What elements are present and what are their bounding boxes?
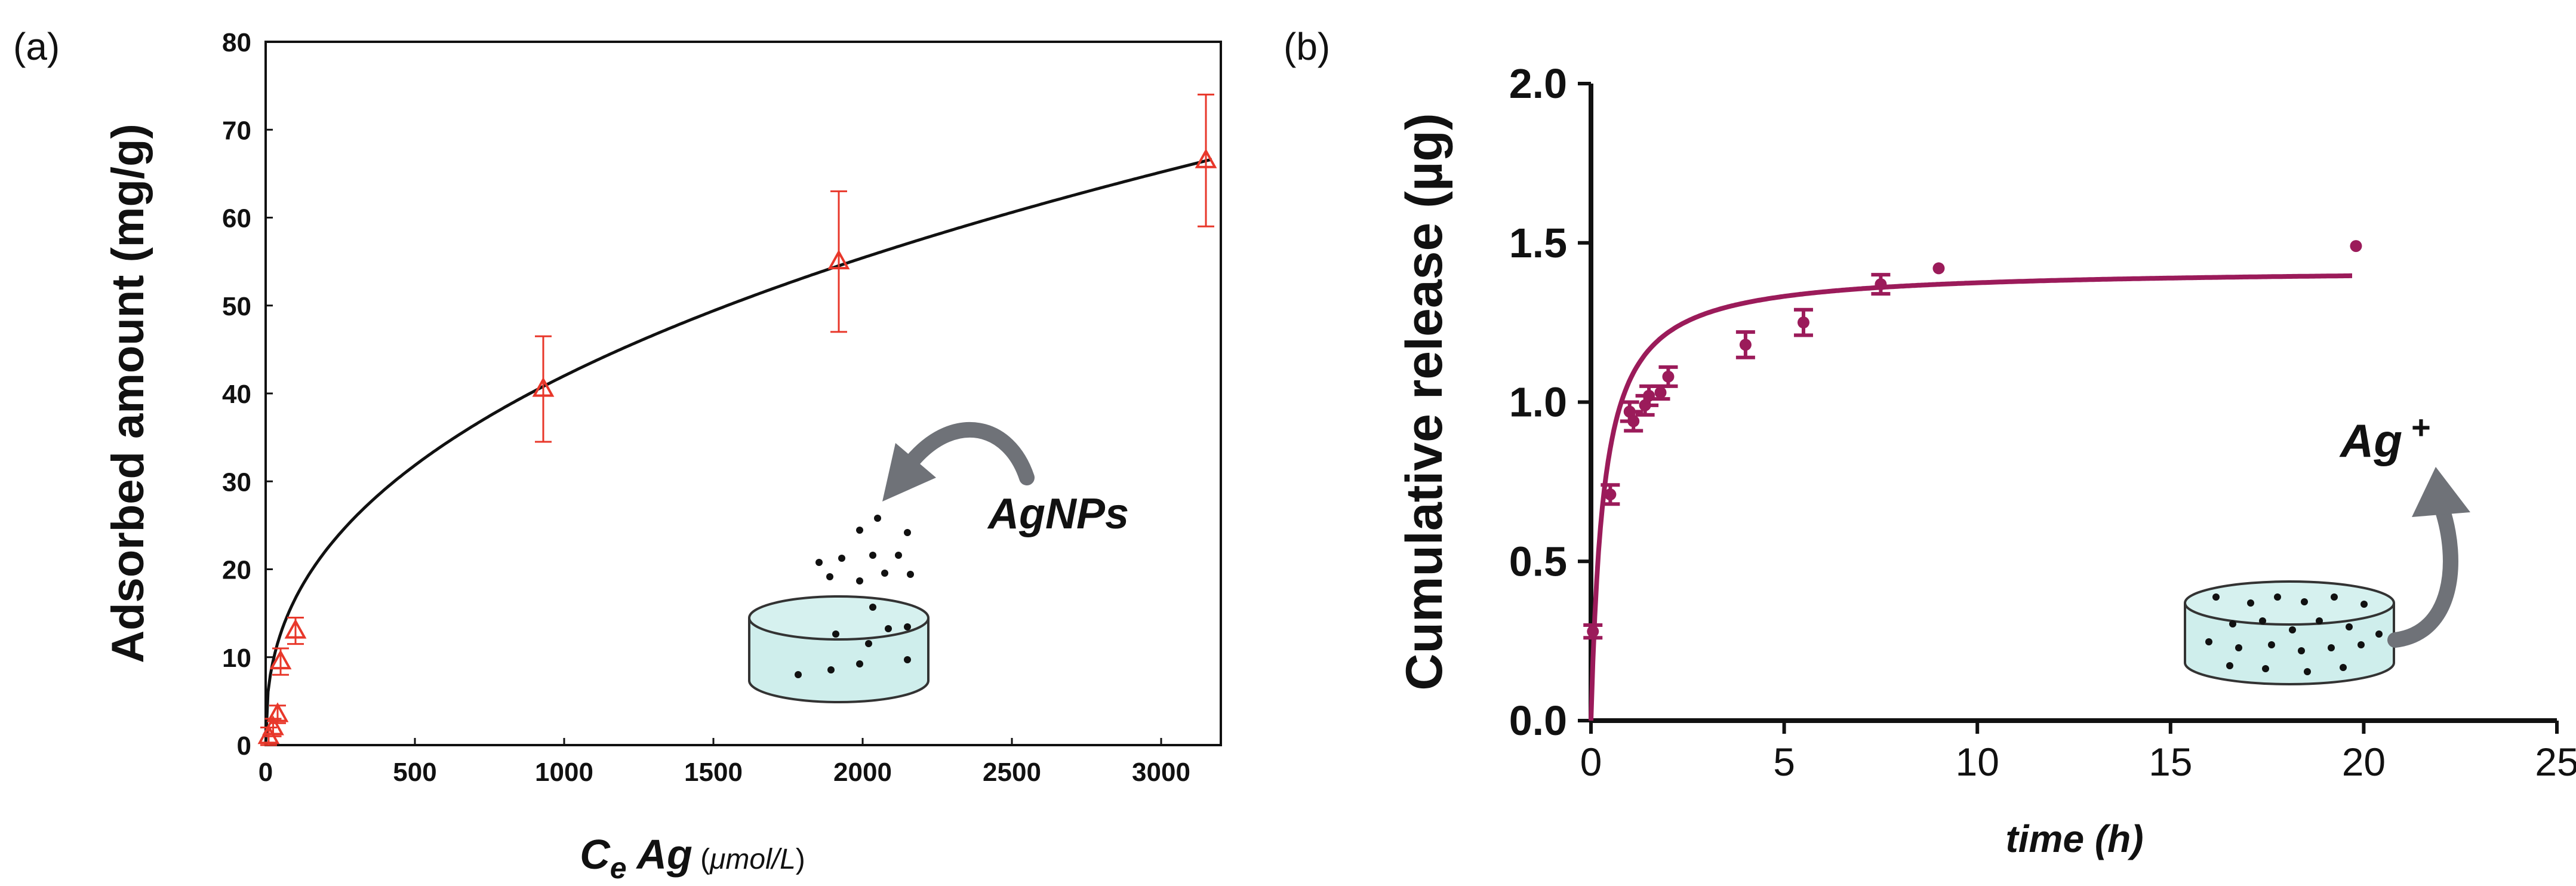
panel-a-x-tick-label: 0	[258, 758, 273, 787]
panel-b-data-point	[2350, 240, 2362, 253]
panel-b-dish-illustration: Ag +	[2184, 408, 2470, 685]
panel-b-dot-marker	[2350, 240, 2362, 253]
panel-a-data-point	[266, 702, 289, 724]
panel-a-ticks: 0 500 1000 1500 2000 2500 3000 0 10 20 30 40 50 60 70 8…	[222, 28, 1190, 787]
panel-b-fit-curve	[1589, 273, 2352, 721]
panel-b-points	[1583, 240, 2362, 640]
panel-a-y-tick-label: 70	[222, 116, 251, 145]
panel-b-dot-marker	[1797, 316, 1809, 329]
panel-b-data-point	[1793, 307, 1813, 337]
panel-a-triangle-marker	[284, 619, 307, 639]
dish-body	[748, 618, 930, 703]
panel-b-data-point	[1735, 330, 1755, 359]
curved-arrow-icon-b	[2387, 500, 2458, 648]
panel-b-ticks: 0 5 10 15 20 25 0.0 0.5 1.0 1.5 2.0	[1509, 60, 2576, 784]
ag-ion-label: Ag +	[2339, 408, 2430, 467]
panel-a-y-tick-label: 30	[222, 467, 251, 497]
panel-a: 0 500 1000 1500 2000 2500 3000 0 10 20 30 40 50 60 70 8…	[103, 28, 1222, 885]
panel-a-triangle-marker	[266, 702, 289, 722]
panel-a-label: (a)	[13, 25, 60, 68]
dish-rim-b	[2184, 580, 2395, 626]
panel-b-dot-marker	[1739, 339, 1752, 351]
ion-dots	[2205, 593, 2383, 675]
dish-rim	[748, 595, 930, 641]
panel-a-triangle-marker	[532, 377, 555, 397]
ag-ion-label-main: Ag	[2339, 414, 2402, 467]
panel-a-x-tick-label: 1500	[684, 758, 743, 787]
arrow-head-icon	[882, 443, 936, 502]
panel-a-data-point	[532, 335, 555, 443]
panel-a-xlabel-ag: Ag	[627, 831, 693, 878]
panel-b-dot-marker	[1627, 415, 1640, 427]
panel-a-y-tick-label: 50	[222, 292, 251, 321]
panel-a-data-point	[827, 190, 850, 333]
panel-a-y-tick-label: 10	[222, 644, 251, 673]
panel-b-x-tick-label: 20	[2342, 740, 2386, 784]
panel-b-x-tick-label: 25	[2535, 740, 2576, 784]
panel-a-xlabel-sub: e	[610, 851, 627, 885]
dish-body-b	[2184, 603, 2395, 685]
panel-b-data-point	[1658, 365, 1678, 388]
panel-b-dot-marker	[1587, 625, 1599, 638]
panel-b-x-axis-label: time (h)	[2005, 817, 2143, 860]
panel-b-x-tick-label: 10	[1955, 740, 1999, 784]
panel-a-data-point	[1195, 93, 1217, 227]
panel-a-x-tick-label: 2000	[833, 758, 892, 787]
panel-b-y-tick-label: 1.0	[1509, 379, 1567, 426]
panel-a-fit-group	[264, 158, 1212, 746]
arrow-head-icon-b	[2412, 467, 2470, 517]
panel-a-y-tick-label: 0	[237, 731, 251, 761]
panel-a-triangle-marker	[827, 250, 850, 270]
panel-b-y-tick-label: 2.0	[1509, 60, 1567, 107]
panel-a-x-tick-label: 500	[393, 758, 436, 787]
panel-b-dot-marker	[1662, 370, 1675, 383]
panel-b-y-tick-label: 1.5	[1509, 220, 1567, 266]
panel-a-y-tick-label: 40	[222, 380, 251, 409]
panel-a-triangle-marker	[1195, 148, 1217, 168]
panel-a-xlabel-close: )	[796, 844, 805, 875]
panel-b-dot-marker	[1604, 488, 1617, 501]
panel-a-plot-frame	[264, 41, 1222, 746]
ag-ion-label-sup: +	[2411, 408, 2430, 446]
panel-b-x-tick-label: 5	[1773, 740, 1795, 784]
panel-b-y-axis-label: Cumulative release (µg)	[1396, 113, 1453, 690]
agnps-label: AgNPs	[987, 490, 1129, 538]
panel-b-dot-marker	[1654, 386, 1667, 399]
nanoparticle-dots	[795, 515, 914, 678]
panel-b-data-point	[1583, 623, 1603, 640]
panel-a-xlabel-unit: μmol/L	[709, 844, 796, 875]
panel-b-x-tick-label: 0	[1580, 740, 1602, 784]
panel-b-y-tick-label: 0.0	[1509, 697, 1567, 744]
panel-a-data-point	[269, 647, 292, 676]
panel-b-data-point	[1871, 273, 1891, 296]
panel-b-label: (b)	[1284, 25, 1330, 68]
panel-a-fit-curve	[264, 158, 1212, 746]
panel-a-triangle-marker	[269, 649, 292, 670]
panel-b-data-point	[1932, 262, 1945, 275]
panel-a-xlabel-c: C	[580, 831, 611, 878]
panel-a-triangle-marker	[262, 715, 284, 736]
panel-b-x-tick-label: 15	[2149, 740, 2192, 784]
panel-b-fit-group	[1589, 273, 2352, 721]
panel-a-y-tick-label: 60	[222, 204, 251, 233]
panel-b-dot-marker	[1932, 262, 1945, 275]
panel-b: 0 5 10 15 20 25 0.0 0.5 1.0 1.5 2.0 Cumulative rel…	[1396, 60, 2576, 860]
panel-b-data-point	[1601, 483, 1620, 506]
panel-a-y-tick-label: 80	[222, 28, 251, 57]
panel-a-x-tick-label: 1000	[535, 758, 593, 787]
panel-a-x-axis-label: Ce Ag (μmol/L)	[580, 831, 805, 885]
panel-a-dish-illustration: AgNPs	[748, 422, 1129, 703]
panel-b-y-tick-label: 0.5	[1509, 538, 1567, 584]
panel-a-y-axis-label: Adsorbed amount (mg/g)	[103, 124, 153, 663]
panel-a-x-tick-label: 2500	[983, 758, 1041, 787]
panel-a-points	[257, 93, 1217, 746]
panel-a-xlabel-open: (	[693, 844, 710, 875]
panel-b-dot-marker	[1875, 278, 1887, 291]
panel-a-y-tick-label: 20	[222, 556, 251, 585]
panel-a-data-point	[284, 616, 307, 645]
panel-b-data-point	[1624, 410, 1644, 433]
panel-a-x-tick-label: 3000	[1132, 758, 1190, 787]
curved-arrow-icon	[906, 422, 1035, 485]
